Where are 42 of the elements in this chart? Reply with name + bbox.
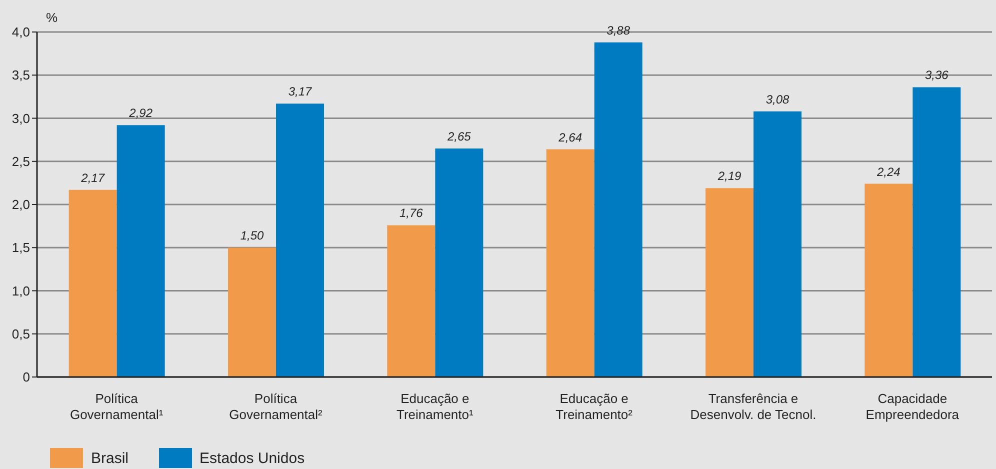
data-label: 2,24 [876, 164, 901, 179]
data-label: 2,92 [128, 106, 153, 120]
bar [754, 111, 802, 377]
y-tick-label: 1,0 [12, 283, 30, 298]
bar [706, 188, 754, 377]
x-tick-label: Política Governamental¹ [70, 391, 164, 422]
y-tick-label: 0 [22, 370, 30, 385]
bar [68, 190, 117, 377]
x-tick-label: Educação e Treinamento¹ [396, 391, 474, 422]
y-tick-label: 3,0 [12, 110, 30, 126]
legend-label: Brasil [91, 450, 129, 466]
bar [594, 42, 642, 377]
bar [116, 125, 165, 377]
bar [276, 104, 324, 377]
y-axis-title: % [46, 10, 58, 25]
data-label: 3,88 [606, 23, 630, 38]
data-label: 2,19 [716, 169, 742, 184]
y-tick-label: 0,5 [12, 326, 30, 342]
x-tick-label: Transferência e Desenvolv. de Tecnol. [690, 391, 816, 422]
y-tick-label: 3,5 [12, 68, 30, 83]
data-label: 3,36 [924, 68, 949, 82]
bar [435, 148, 484, 377]
x-tick-label: Política Governamental² [229, 391, 324, 422]
bar [228, 248, 276, 377]
legend-label: Estados Unidos [200, 450, 305, 466]
y-tick-label: 4,0 [12, 24, 30, 40]
data-label: 2,17 [80, 170, 106, 185]
bar [864, 184, 913, 377]
data-label: 3,08 [766, 92, 790, 106]
y-tick-label: 2,0 [12, 197, 30, 212]
data-label: 1,76 [399, 206, 424, 220]
bar [387, 225, 436, 377]
y-tick-label: 2,5 [12, 154, 30, 169]
data-label: 2,64 [558, 130, 582, 144]
data-label: 2,65 [446, 129, 472, 144]
x-tick-label: Educação e Treinamento² [556, 391, 634, 422]
x-tick-label: Capacidade Empreendedora [866, 391, 960, 422]
bar [546, 149, 594, 377]
data-label: 3,17 [288, 84, 313, 99]
y-tick-label: 1,5 [12, 240, 30, 256]
data-label: 1,50 [240, 228, 264, 243]
bar [912, 87, 961, 377]
